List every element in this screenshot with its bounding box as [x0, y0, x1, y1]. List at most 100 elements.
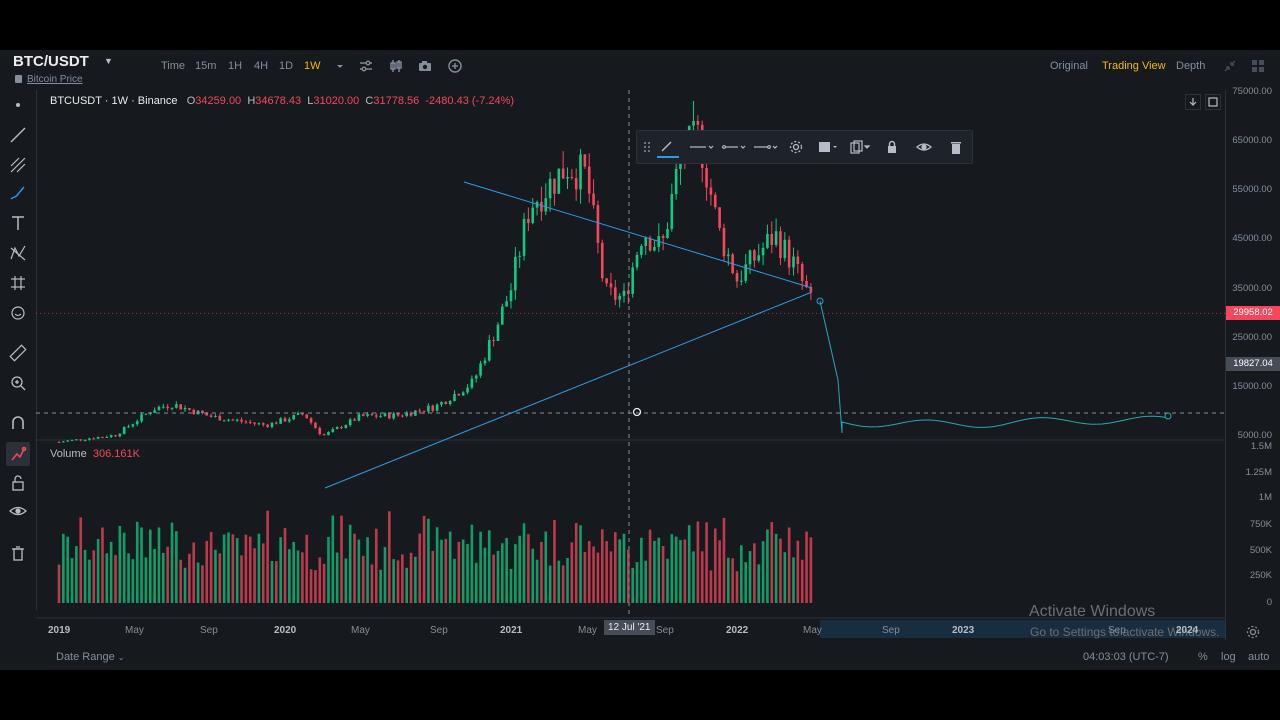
- volume-bar: [88, 559, 91, 603]
- line-end-icon[interactable]: [753, 139, 779, 155]
- magnet-icon[interactable]: [9, 414, 27, 432]
- volume-value: 306.161K: [92, 448, 140, 460]
- volume-bar: [583, 551, 587, 603]
- candle-body: [279, 418, 282, 424]
- grid-layout-icon[interactable]: [1251, 59, 1265, 73]
- lock-icon[interactable]: [884, 139, 900, 155]
- candle-body: [196, 410, 200, 415]
- add-plus-icon[interactable]: [448, 59, 462, 73]
- candle-body: [470, 378, 474, 388]
- volume-bar: [679, 540, 682, 603]
- volume-bar: [288, 549, 291, 603]
- volume-bar: [466, 544, 469, 603]
- candle-body: [566, 176, 569, 179]
- timeframe-tab-1h[interactable]: 1H: [228, 60, 243, 72]
- timeframe-tab-1w[interactable]: 1W: [304, 60, 321, 72]
- volume-bar: [757, 564, 761, 603]
- view-tab-depth[interactable]: Depth: [1176, 60, 1206, 72]
- auto-scale-toggle[interactable]: auto: [1248, 651, 1270, 663]
- drawing-settings-gear-icon[interactable]: [788, 139, 804, 155]
- dot-cursor-icon[interactable]: [9, 96, 27, 114]
- line-style-icon[interactable]: [721, 139, 747, 155]
- candle-body: [427, 405, 430, 412]
- candle-body: [348, 419, 352, 426]
- volume-bar: [218, 553, 222, 603]
- volume-bar: [127, 553, 130, 603]
- candle-body: [305, 414, 309, 419]
- timeframe-dropdown-icon[interactable]: [333, 59, 347, 73]
- collapse-icon[interactable]: [1223, 59, 1237, 73]
- timeframe-tab-15m[interactable]: 15m: [195, 60, 217, 72]
- clock[interactable]: 04:03:03 (UTC-7): [1083, 651, 1169, 663]
- zoom-in-icon[interactable]: [9, 374, 27, 392]
- time-axis-label: May: [803, 625, 822, 636]
- download-icon[interactable]: [1185, 94, 1201, 110]
- symbol-title[interactable]: BTC/USDT: [13, 53, 89, 70]
- log-scale-toggle[interactable]: log: [1221, 651, 1236, 663]
- view-tab-original[interactable]: Original: [1050, 60, 1088, 72]
- view-tab-trading-view[interactable]: Trading View: [1102, 60, 1166, 72]
- candle-body: [209, 415, 213, 417]
- trend-line-icon[interactable]: [9, 126, 27, 144]
- volume-axis-label: 1.5M: [1250, 441, 1272, 452]
- date-range-button[interactable]: Date Range ⌄: [56, 651, 124, 663]
- candle-body: [605, 278, 608, 284]
- text-tool-icon[interactable]: [9, 214, 27, 232]
- clone-icon[interactable]: [849, 139, 873, 155]
- volume-bar: [418, 533, 422, 603]
- lock-drawings-icon[interactable]: [9, 474, 27, 492]
- volume-bar: [166, 546, 169, 603]
- emoji-icon[interactable]: [9, 304, 27, 322]
- volume-bar: [787, 527, 791, 603]
- volume-bar: [470, 524, 474, 603]
- brush-icon[interactable]: [9, 184, 27, 202]
- percent-scale-toggle[interactable]: %: [1198, 651, 1208, 663]
- indicators-icon[interactable]: [389, 59, 403, 73]
- volume-label: Volume: [50, 448, 87, 460]
- trash-icon[interactable]: [9, 544, 27, 562]
- drawing-properties-toolbar: [636, 130, 973, 164]
- candle-body: [227, 419, 230, 421]
- timeframe-tab-1d[interactable]: 1D: [279, 60, 294, 72]
- price-chart[interactable]: [36, 90, 1226, 640]
- ruler-icon[interactable]: [9, 344, 27, 362]
- activation-watermark-subtitle: Go to Settings to activate Windows.: [1030, 625, 1220, 639]
- volume-bar: [761, 541, 765, 603]
- timeframe-tab-4h[interactable]: 4H: [254, 60, 269, 72]
- volume-bar: [457, 541, 461, 603]
- volume-bar: [779, 538, 782, 603]
- line-width-icon[interactable]: [689, 139, 715, 155]
- volume-bar: [370, 564, 374, 603]
- timeframe-tab-time[interactable]: Time: [161, 60, 186, 72]
- candle-body: [222, 420, 226, 422]
- volume-bar: [83, 549, 87, 603]
- volume-bar: [105, 553, 109, 603]
- subtitle-link[interactable]: Bitcoin Price: [15, 74, 83, 85]
- delete-trash-icon[interactable]: [948, 139, 964, 155]
- template-icon[interactable]: [817, 139, 841, 155]
- camera-icon[interactable]: [418, 59, 432, 73]
- volume-bar: [522, 523, 526, 603]
- candle-body: [153, 410, 156, 413]
- hide-eye-icon[interactable]: [916, 139, 932, 155]
- fib-tool-icon[interactable]: [9, 156, 27, 174]
- pen-color-icon[interactable]: [659, 139, 675, 155]
- stay-drawing-icon[interactable]: [6, 442, 30, 466]
- last-price-tag: 29958.02: [1226, 306, 1280, 320]
- chart-settings-gear-icon[interactable]: [1246, 625, 1260, 644]
- candle-body: [483, 360, 487, 364]
- settings-sliders-icon[interactable]: [359, 59, 373, 73]
- volume-bar: [744, 562, 747, 603]
- forecast-tool-icon[interactable]: [9, 274, 27, 292]
- pattern-tool-icon[interactable]: [9, 244, 27, 262]
- symbol-dropdown-icon[interactable]: ▼: [104, 56, 113, 66]
- visibility-eye-icon[interactable]: [9, 502, 27, 520]
- volume-bar: [401, 554, 404, 603]
- candle-body: [570, 176, 574, 179]
- volume-bar: [496, 550, 500, 603]
- volume-bar: [253, 548, 256, 603]
- fullscreen-icon[interactable]: [1205, 94, 1221, 110]
- candle-body: [405, 412, 408, 417]
- drag-handle-icon[interactable]: [639, 139, 655, 155]
- volume-bar: [188, 553, 191, 603]
